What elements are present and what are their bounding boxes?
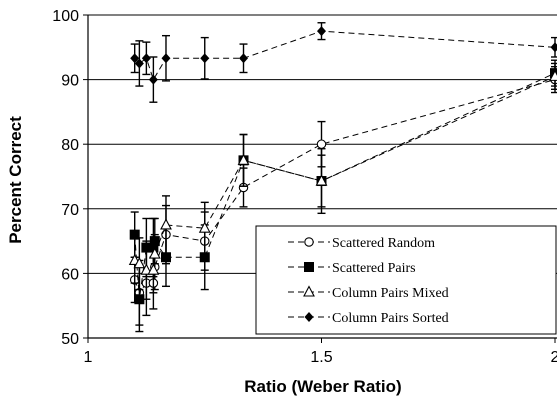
y-tick-label: 80: [61, 137, 79, 154]
data-point: [147, 263, 160, 275]
data-point: [200, 53, 210, 64]
data-point: [550, 42, 557, 53]
data-point: [161, 53, 171, 64]
data-point: [237, 153, 250, 165]
data-point: [317, 26, 326, 37]
data-point: [148, 247, 161, 259]
y-tick-label: 100: [52, 8, 79, 25]
data-point: [148, 74, 158, 85]
legend-label: Column Pairs Mixed: [332, 286, 449, 301]
legend-marker: [304, 312, 314, 322]
y-tick-label: 50: [61, 331, 79, 348]
legend-label: Scattered Pairs: [332, 261, 416, 276]
data-point: [160, 252, 171, 263]
y-tick-label: 70: [61, 202, 79, 219]
legend-entry: Column Pairs Mixed: [288, 285, 449, 301]
data-point: [199, 252, 210, 263]
legend-entry: Scattered Random: [288, 236, 435, 251]
data-point: [239, 53, 249, 64]
series-line: [134, 79, 556, 294]
data-point: [315, 174, 328, 186]
legend-marker: [304, 262, 314, 272]
legend-label: Column Pairs Sorted: [332, 311, 449, 326]
legend-label: Scattered Random: [332, 236, 435, 251]
x-tick-label: 2: [551, 349, 557, 366]
data-point: [140, 263, 153, 275]
series-line: [134, 30, 556, 81]
y-axis-title: Percent Correct: [6, 116, 25, 244]
legend-marker: [303, 285, 315, 297]
x-axis-title: Ratio (Weber Ratio): [244, 377, 401, 396]
data-point: [130, 53, 140, 64]
data-point: [549, 69, 557, 81]
axes: 50 60 70 80 90 100 1 1.5 2: [52, 8, 557, 366]
data-point: [129, 229, 140, 240]
data-point: [134, 294, 145, 305]
x-tick-label: 1.5: [310, 349, 332, 366]
legend-entry: Scattered Pairs: [288, 261, 416, 276]
legend-marker: [304, 237, 314, 247]
data-point: [134, 58, 144, 69]
legend: Scattered Random Scattered Pairs Column Pa…: [255, 225, 557, 335]
legend-entry: Column Pairs Sorted: [288, 311, 449, 326]
data-point: [198, 221, 211, 233]
data-point: [316, 139, 327, 149]
data-point: [141, 53, 151, 64]
series-column-pairs-sorted: [130, 22, 557, 103]
x-tick-label: 1: [84, 349, 93, 366]
data-point: [133, 257, 146, 269]
series-column-pairs-mixed: [128, 62, 557, 300]
data-series: [128, 22, 557, 333]
y-tick-label: 60: [61, 266, 79, 283]
data-point: [160, 218, 172, 230]
y-tick-label: 90: [61, 73, 79, 90]
